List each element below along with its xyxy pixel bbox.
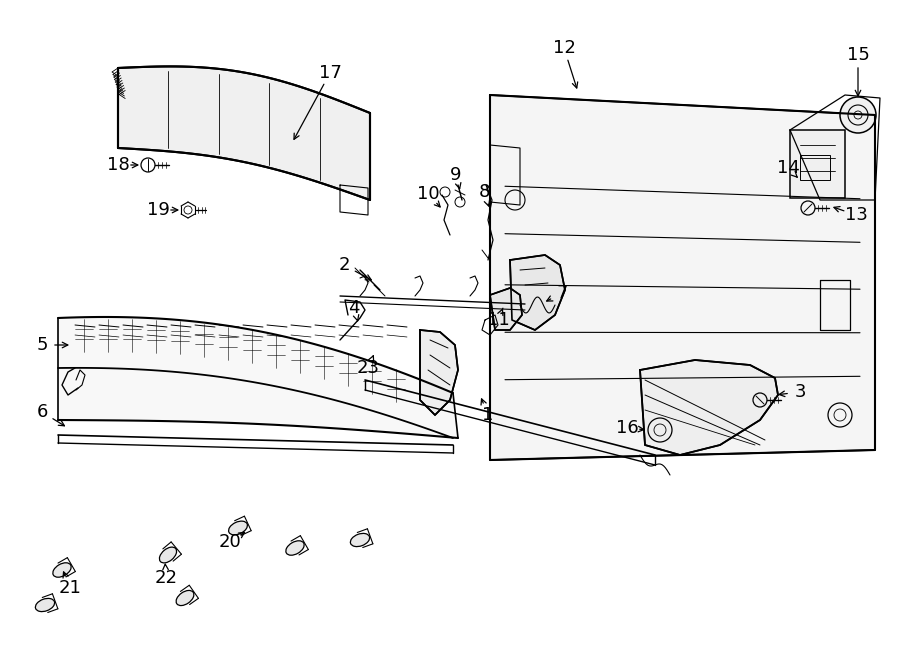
Text: 14: 14 <box>777 159 799 177</box>
Circle shape <box>840 97 876 133</box>
Text: 3: 3 <box>794 383 806 401</box>
Text: 8: 8 <box>478 183 490 201</box>
Text: 12: 12 <box>553 39 575 57</box>
Text: 5: 5 <box>36 336 48 354</box>
Text: 2: 2 <box>338 256 350 274</box>
Text: 16: 16 <box>616 419 638 437</box>
Polygon shape <box>510 255 565 330</box>
Polygon shape <box>420 330 458 415</box>
FancyBboxPatch shape <box>790 130 845 198</box>
Text: 10: 10 <box>417 185 439 203</box>
Text: 4: 4 <box>348 299 360 317</box>
Ellipse shape <box>159 547 176 563</box>
Polygon shape <box>490 288 522 330</box>
Ellipse shape <box>53 563 71 577</box>
Text: 15: 15 <box>847 46 869 64</box>
Ellipse shape <box>176 590 194 605</box>
Ellipse shape <box>35 598 55 611</box>
Ellipse shape <box>229 521 248 535</box>
Ellipse shape <box>286 541 304 555</box>
Text: 11: 11 <box>487 311 509 329</box>
Text: 13: 13 <box>844 206 868 224</box>
Text: 1: 1 <box>482 406 494 424</box>
Text: 21: 21 <box>58 579 81 597</box>
Text: 9: 9 <box>450 166 462 184</box>
Text: 23: 23 <box>356 359 380 377</box>
Text: 22: 22 <box>155 569 177 587</box>
Text: 18: 18 <box>106 156 130 174</box>
Text: 7: 7 <box>556 284 568 302</box>
Text: 6: 6 <box>36 403 48 421</box>
Polygon shape <box>490 95 875 460</box>
Polygon shape <box>640 360 778 455</box>
Text: 19: 19 <box>147 201 169 219</box>
Text: 17: 17 <box>319 64 341 82</box>
Polygon shape <box>118 66 370 200</box>
Text: 20: 20 <box>219 533 241 551</box>
Ellipse shape <box>350 533 370 547</box>
Polygon shape <box>58 317 458 438</box>
